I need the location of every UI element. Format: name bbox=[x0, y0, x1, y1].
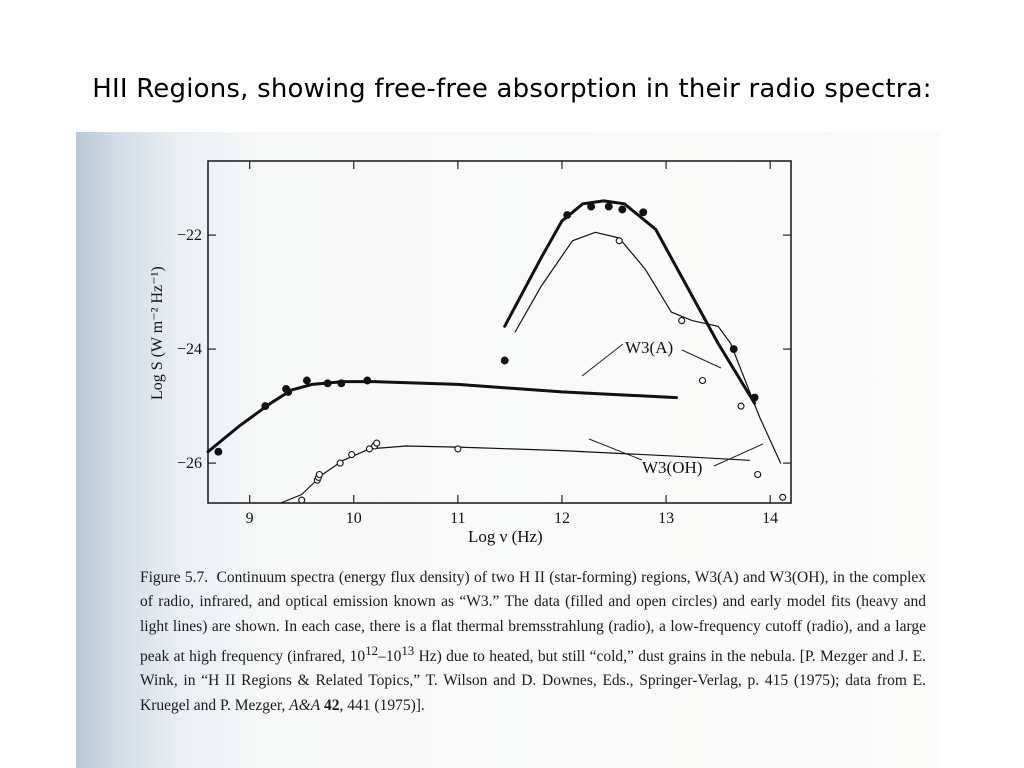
data-point-w3a bbox=[587, 202, 596, 211]
x-tick-label: 10 bbox=[346, 510, 362, 527]
data-point-w3a bbox=[604, 202, 613, 211]
spectra-plot: 9 10 11 12 13 14 −22 −24 −26 W3(A) W3(OH) Log ν … bbox=[149, 160, 792, 546]
y-tick-label: −22 bbox=[177, 227, 202, 244]
caption-volume: 42 bbox=[324, 696, 340, 714]
data-point-w3a bbox=[639, 208, 648, 217]
model-heavy-peak-w3a bbox=[503, 199, 757, 405]
figure-caption: Figure 5.7. Continuum spectra (energy fl… bbox=[140, 566, 926, 718]
caption-journal: A&A bbox=[289, 696, 321, 714]
x-tick-label: 9 bbox=[246, 510, 254, 527]
data-point-w3a bbox=[337, 379, 346, 388]
x-tick-label: 13 bbox=[658, 510, 674, 527]
data-point-w3oh bbox=[298, 496, 306, 504]
annotation-w3a: W3(A) bbox=[625, 338, 673, 357]
data-point-w3oh bbox=[348, 451, 356, 459]
callout-w3oh: W3(OH) bbox=[588, 438, 764, 477]
y-axis-label: Log S (W m⁻² Hz⁻¹) bbox=[149, 266, 166, 400]
caption-text-2: Hz) due to heated, but still “cold,” dus… bbox=[140, 648, 926, 714]
caption-exponent-1: 12 bbox=[365, 642, 379, 658]
data-point-w3oh bbox=[678, 317, 686, 325]
data-point-w3a bbox=[750, 393, 759, 402]
model-light-w3a bbox=[514, 231, 782, 464]
data-point-w3oh bbox=[698, 376, 707, 385]
data-point-w3a bbox=[214, 447, 223, 456]
slide-title: HII Regions, showing free-free absorptio… bbox=[92, 74, 932, 104]
data-point-w3oh bbox=[315, 470, 323, 479]
data-point-w3oh bbox=[454, 445, 462, 453]
x-axis-label: Log ν (Hz) bbox=[468, 527, 543, 546]
model-light-w3oh bbox=[280, 445, 751, 504]
caption-text-3: , 441 (1975)]. bbox=[339, 696, 425, 714]
data-point-w3oh bbox=[737, 402, 745, 410]
x-tick-label: 11 bbox=[450, 510, 465, 527]
data-point-w3oh bbox=[779, 493, 787, 501]
data-point-w3oh bbox=[336, 459, 344, 467]
data-point-w3a bbox=[261, 402, 270, 411]
data-point-w3a bbox=[618, 205, 627, 214]
data-point-w3a bbox=[363, 376, 372, 385]
model-heavy-w3a bbox=[206, 380, 678, 454]
figure-label: Figure 5.7. bbox=[140, 569, 209, 586]
caption-exponent-2: 13 bbox=[401, 642, 415, 658]
x-tick-label: 14 bbox=[762, 510, 778, 527]
data-point-w3a bbox=[284, 387, 293, 396]
data-point-w3oh bbox=[365, 445, 373, 453]
data-point-w3oh bbox=[754, 470, 762, 479]
data-points bbox=[214, 202, 787, 504]
data-point-w3a bbox=[302, 376, 311, 385]
data-point-w3a bbox=[500, 356, 509, 365]
x-tick-label: 12 bbox=[554, 510, 570, 527]
callout-w3a: W3(A) bbox=[581, 338, 722, 377]
caption-text: Continuum spectra (energy flux density) … bbox=[140, 569, 927, 666]
data-point-w3oh bbox=[373, 439, 381, 447]
y-tick-label: −26 bbox=[177, 455, 202, 472]
annotation-w3oh: W3(OH) bbox=[642, 458, 702, 477]
y-tick-label: −24 bbox=[177, 341, 202, 358]
data-point-w3a bbox=[729, 345, 738, 354]
axis-ticks: 9 10 11 12 13 14 −22 −24 −26 bbox=[177, 161, 791, 527]
plot-frame bbox=[207, 160, 792, 504]
scanned-figure: 9 10 11 12 13 14 −22 −24 −26 W3(A) W3(OH) Log ν … bbox=[76, 132, 940, 768]
data-point-w3oh bbox=[615, 237, 623, 245]
data-point-w3a bbox=[563, 211, 572, 220]
data-point-w3a bbox=[323, 379, 332, 388]
caption-dash: –10 bbox=[378, 648, 402, 666]
